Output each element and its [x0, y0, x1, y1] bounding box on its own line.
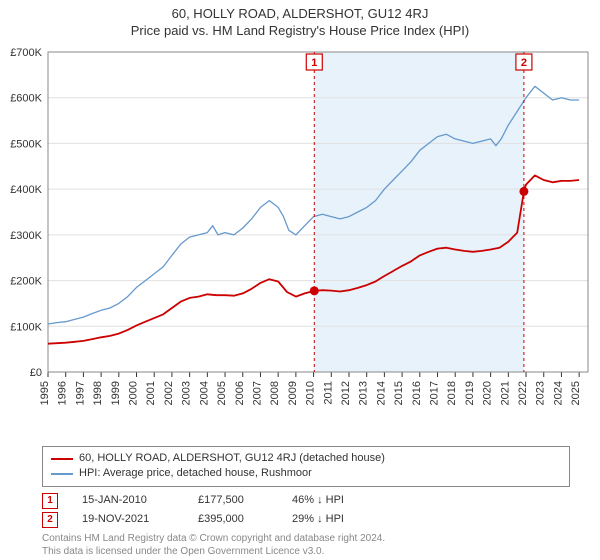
svg-text:2003: 2003 — [181, 381, 193, 405]
legend-box: 60, HOLLY ROAD, ALDERSHOT, GU12 4RJ (det… — [42, 446, 570, 487]
svg-text:2013: 2013 — [358, 381, 370, 405]
svg-text:2014: 2014 — [375, 381, 387, 405]
transaction-date: 15-JAN-2010 — [82, 491, 174, 511]
transaction-row: 1 15-JAN-2010 £177,500 46% ↓ HPI — [42, 491, 570, 511]
svg-text:2016: 2016 — [411, 381, 423, 405]
svg-text:2011: 2011 — [322, 381, 334, 405]
svg-text:1996: 1996 — [57, 381, 69, 405]
transaction-diff: 46% ↓ HPI — [292, 491, 382, 511]
svg-text:£0: £0 — [30, 367, 42, 379]
transaction-row: 2 19-NOV-2021 £395,000 29% ↓ HPI — [42, 510, 570, 530]
svg-text:2010: 2010 — [305, 381, 317, 405]
svg-text:2020: 2020 — [482, 381, 494, 405]
svg-text:£400K: £400K — [10, 184, 42, 196]
svg-text:2000: 2000 — [128, 381, 140, 405]
svg-text:£300K: £300K — [10, 230, 42, 242]
svg-text:2021: 2021 — [499, 381, 511, 405]
footer-line1: Contains HM Land Registry data © Crown c… — [42, 532, 570, 545]
svg-text:£200K: £200K — [10, 275, 42, 287]
legend-label: 60, HOLLY ROAD, ALDERSHOT, GU12 4RJ (det… — [79, 451, 385, 466]
svg-text:2024: 2024 — [552, 381, 564, 405]
svg-text:1995: 1995 — [39, 381, 51, 405]
svg-text:2002: 2002 — [163, 381, 175, 405]
chart-svg: £0 £100K £200K £300K £400K £500K £600K £700K 199… — [0, 42, 600, 442]
svg-text:1999: 1999 — [110, 381, 122, 405]
chart-subtitle: Price paid vs. HM Land Registry's House … — [0, 23, 600, 42]
svg-text:1997: 1997 — [74, 381, 86, 405]
legend-swatch — [51, 458, 73, 460]
svg-text:£700K: £700K — [10, 47, 42, 59]
svg-text:2012: 2012 — [340, 381, 352, 405]
legend-row: HPI: Average price, detached house, Rush… — [51, 466, 561, 481]
svg-text:£500K: £500K — [10, 138, 42, 150]
svg-text:1998: 1998 — [92, 381, 104, 405]
svg-text:2022: 2022 — [517, 381, 529, 405]
chart-title: 60, HOLLY ROAD, ALDERSHOT, GU12 4RJ — [0, 0, 600, 23]
svg-text:2023: 2023 — [535, 381, 547, 405]
footer-line2: This data is licensed under the Open Gov… — [42, 545, 570, 558]
footer-attribution: Contains HM Land Registry data © Crown c… — [42, 532, 570, 558]
chart-container: 60, HOLLY ROAD, ALDERSHOT, GU12 4RJ Pric… — [0, 0, 600, 560]
svg-text:2018: 2018 — [446, 381, 458, 405]
transaction-diff: 29% ↓ HPI — [292, 510, 382, 530]
svg-text:2: 2 — [521, 57, 527, 69]
transaction-date: 19-NOV-2021 — [82, 510, 174, 530]
svg-text:2004: 2004 — [198, 381, 210, 405]
svg-text:2007: 2007 — [251, 381, 263, 405]
svg-text:£100K: £100K — [10, 321, 42, 333]
transaction-price: £395,000 — [198, 510, 268, 530]
svg-text:2017: 2017 — [429, 381, 441, 405]
svg-text:2009: 2009 — [287, 381, 299, 405]
chart-plot-area: £0 £100K £200K £300K £400K £500K £600K £700K 199… — [0, 42, 600, 442]
legend-row: 60, HOLLY ROAD, ALDERSHOT, GU12 4RJ (det… — [51, 451, 561, 466]
svg-text:£600K: £600K — [10, 93, 42, 105]
transaction-marker: 1 — [42, 493, 58, 509]
svg-text:2001: 2001 — [145, 381, 157, 405]
transaction-marker: 2 — [42, 512, 58, 528]
svg-text:2008: 2008 — [269, 381, 281, 405]
svg-text:2015: 2015 — [393, 381, 405, 405]
transaction-price: £177,500 — [198, 491, 268, 511]
svg-text:1: 1 — [311, 57, 317, 69]
legend-swatch — [51, 473, 73, 474]
svg-text:2019: 2019 — [464, 381, 476, 405]
svg-text:2025: 2025 — [570, 381, 582, 405]
legend-label: HPI: Average price, detached house, Rush… — [79, 466, 312, 481]
svg-text:2006: 2006 — [234, 381, 246, 405]
transaction-table: 1 15-JAN-2010 £177,500 46% ↓ HPI 2 19-NOV-202… — [42, 491, 570, 531]
svg-text:2005: 2005 — [216, 381, 228, 405]
